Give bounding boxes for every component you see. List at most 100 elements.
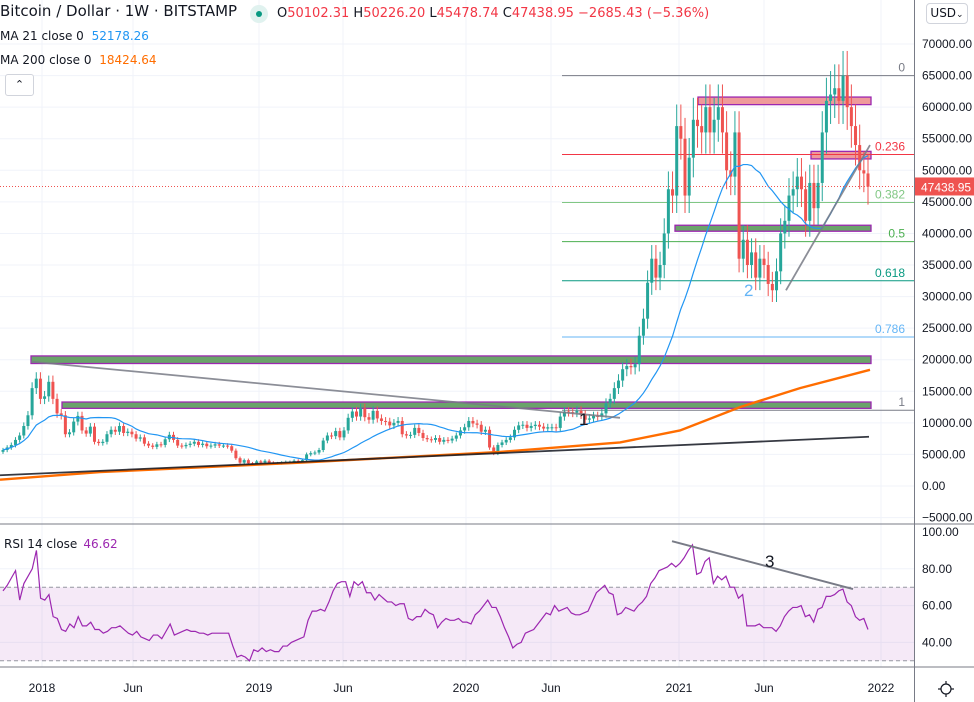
chevron-up-icon: ⌃ [14,78,25,91]
ma21-label: MA 21 close 0 [0,29,84,43]
candle-body [413,427,417,435]
support-resistance-zone[interactable] [30,355,872,365]
fib-level-label: 0 [898,61,905,75]
candle-body [529,426,533,428]
candle-body [213,444,217,446]
candle-body [325,435,329,441]
candle-body [592,415,596,419]
currency-label: USD [930,6,957,20]
rsi-legend[interactable]: RSI 14 close 46.62 [4,537,118,551]
ma200-label: MA 200 close 0 [0,53,92,67]
candle-body [305,454,309,461]
ma21-legend[interactable]: MA 21 close 0 52178.26 [0,27,149,45]
market-status-icon [250,5,268,23]
candle-body [525,424,529,428]
support-resistance-zone[interactable] [674,224,872,232]
support-resistance-zone[interactable] [810,150,872,160]
candle-body [467,420,471,428]
candle-body [384,420,388,422]
candle-body [159,444,163,446]
candle-body [9,444,13,448]
rsi-trendline[interactable] [671,540,854,591]
candle-body [517,425,521,430]
candle-body [350,411,354,418]
candle-body [354,411,358,417]
candle-body [217,444,221,446]
annotation-label: 2 [744,281,753,300]
trendline-2021-rising[interactable] [785,144,871,291]
ma21-line [2,155,869,461]
candle-body [359,408,363,417]
candle-body [88,426,92,434]
open-label: O [277,6,288,21]
price-axis-label: 50000.00 [922,163,972,177]
candle-body [475,423,479,425]
candle-body [43,396,47,399]
candle-body [371,410,375,420]
candle-body [446,439,450,441]
rsi-axis-label: 60.00 [922,599,952,613]
candle-body [658,265,662,278]
open-value: 50102.31 [287,6,350,21]
candle-body [816,182,820,209]
symbol-title[interactable]: Bitcoin / Dollar · 1W · BITSTAMP [0,2,238,20]
rsi-band [0,587,914,661]
candle-body [820,132,824,183]
trendline-resistance-2017[interactable] [30,360,621,419]
candle-body [221,445,225,447]
candle-body [587,418,591,420]
candle-body [725,132,729,171]
trendline-long-support[interactable] [0,435,870,477]
low-value: 45478.74 [436,6,499,21]
candle-body [787,195,791,221]
ma200-value: 18424.64 [99,53,157,67]
candle-body [804,189,808,221]
close-label: C [502,6,512,21]
candle-body [646,282,650,319]
ma200-legend[interactable]: MA 200 close 0 18424.64 [0,51,157,69]
candle-body [508,437,512,440]
support-resistance-zone[interactable] [697,96,872,106]
candle-body [750,252,754,266]
candle-body [255,461,259,464]
candle-body [458,430,462,436]
candle-body [317,450,321,453]
support-resistance-zone[interactable] [61,401,872,409]
candle-body [180,445,184,447]
candle-body [612,388,616,399]
candle-body [22,426,26,436]
price-axis-label: 60000.00 [922,100,972,114]
candle-body [188,443,192,445]
candle-body [575,410,579,413]
time-axis-label: 2021 [666,681,693,695]
candle-body [513,429,517,438]
fib-level-label: 0.236 [875,140,905,154]
candle-body [309,453,313,455]
candle-body [858,145,862,171]
candle-body [429,439,433,441]
candle-body [84,430,88,434]
rsi-axis-label: 40.00 [922,635,952,649]
candle-body [126,431,130,433]
candle-body [417,427,421,433]
time-axis-label: 2020 [453,681,480,695]
candle-body [745,239,749,266]
settings-gear-icon[interactable] [937,680,955,698]
close-value: 47438.95 [511,6,574,21]
ma200-line [0,368,871,481]
time-axis-label: Jun [541,681,560,695]
ma21-value: 52178.26 [91,29,149,43]
candle-body [454,435,458,439]
candle-body [829,94,833,101]
candle-body [833,88,837,95]
candle-body [205,443,209,447]
candle-body [866,173,870,187]
candle-body [76,415,80,422]
candle-body [770,283,774,291]
collapse-legend-button[interactable]: ⌃ [5,74,34,96]
candle-body [849,107,853,127]
rsi-value: 46.62 [83,537,118,551]
currency-selector[interactable]: USD⌄ [926,3,968,24]
candle-body [662,233,666,266]
